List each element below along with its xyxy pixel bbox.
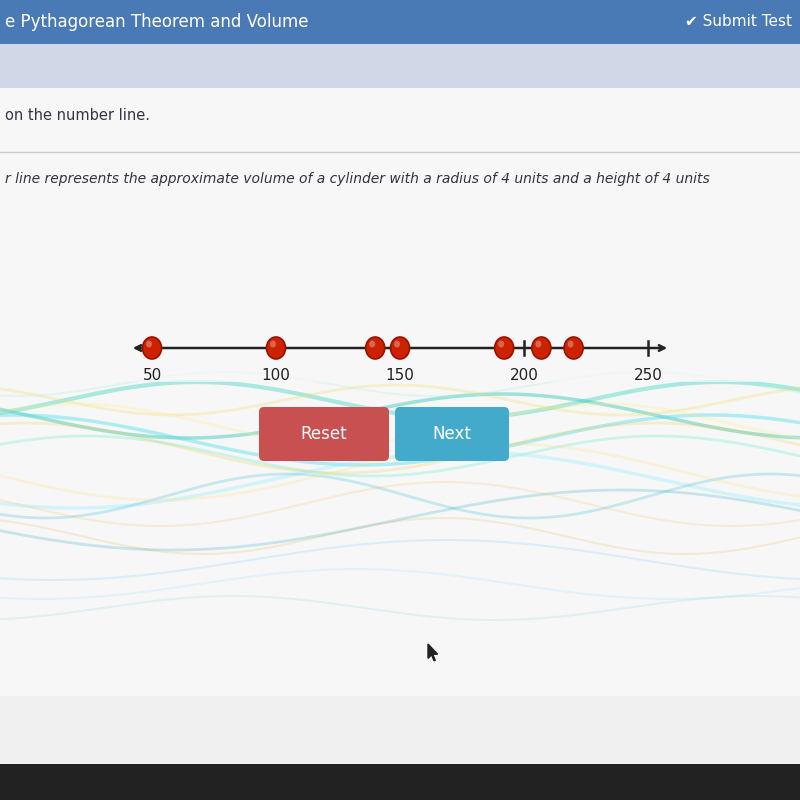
FancyBboxPatch shape [0,0,800,696]
Ellipse shape [498,341,504,347]
Ellipse shape [270,341,276,347]
Ellipse shape [567,341,574,347]
Text: 150: 150 [386,368,414,383]
Text: 100: 100 [262,368,290,383]
FancyBboxPatch shape [395,407,509,461]
Ellipse shape [142,337,162,359]
Ellipse shape [564,337,583,359]
Ellipse shape [535,341,542,347]
Ellipse shape [394,341,400,347]
Ellipse shape [266,337,286,359]
Text: e Pythagorean Theorem and Volume: e Pythagorean Theorem and Volume [5,13,309,31]
Ellipse shape [494,337,514,359]
Ellipse shape [370,341,375,347]
Ellipse shape [390,337,410,359]
Text: 250: 250 [634,368,662,383]
Text: 200: 200 [510,368,538,383]
Text: ✔ Submit Test: ✔ Submit Test [685,14,792,30]
Ellipse shape [146,341,152,347]
Text: on the number line.: on the number line. [5,108,150,123]
FancyBboxPatch shape [0,0,800,44]
FancyBboxPatch shape [259,407,389,461]
FancyBboxPatch shape [0,322,800,382]
Text: Reset: Reset [301,425,347,443]
FancyBboxPatch shape [0,764,800,800]
Text: 50: 50 [142,368,162,383]
Text: Next: Next [433,425,471,443]
Ellipse shape [366,337,385,359]
Polygon shape [428,644,438,661]
Ellipse shape [532,337,551,359]
Text: r line represents the approximate volume of a cylinder with a radius of 4 units : r line represents the approximate volume… [5,172,710,186]
FancyBboxPatch shape [0,44,800,88]
